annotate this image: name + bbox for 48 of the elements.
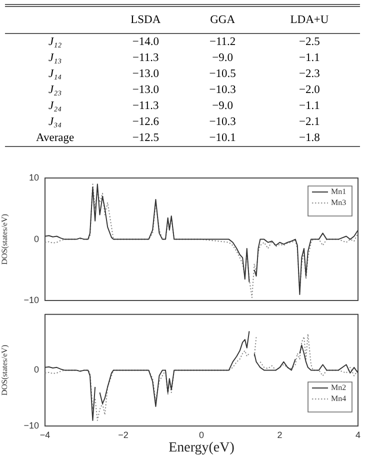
text: LDA+U [289, 13, 330, 28]
data-label: −1.1 [298, 99, 321, 114]
data-label: −12.6 [131, 115, 160, 130]
x-tick-label: 4 [355, 430, 361, 440]
legend-label: Mn1 [331, 187, 346, 196]
data-label: −2.5 [298, 35, 321, 50]
data-label: −2.3 [298, 67, 321, 82]
x-tick-label: 2 [277, 430, 282, 440]
data-label: −2.1 [298, 115, 321, 130]
data-label: −13.0 [131, 83, 160, 98]
data-label: −10.3 [208, 115, 237, 130]
category-label: J₁₄ [48, 67, 63, 82]
category-label: J₁₃ [48, 51, 63, 66]
data-label: −14.0 [131, 35, 160, 50]
data-label: −10.1 [208, 131, 237, 146]
data-label: −11.2 [208, 35, 237, 50]
category-label: J₁₂ [48, 35, 63, 50]
data-label: −1.1 [298, 51, 321, 66]
category-label: Average [35, 131, 76, 146]
category-label: J₂₃ [48, 83, 63, 98]
data-label: −11.3 [132, 99, 160, 114]
y-axis-title: DOS(states/eV) [0, 344, 9, 396]
data-label: −12.5 [131, 131, 160, 146]
text: GGA [209, 13, 236, 28]
legend-label: Mn2 [331, 383, 346, 392]
data-label: −10.3 [208, 83, 237, 98]
x-tick-label: −2 [118, 430, 128, 440]
data-label: −9.0 [211, 51, 234, 66]
y-axis-title: DOS(states/eV) [0, 214, 9, 265]
data-label: −9.0 [211, 99, 234, 114]
data-label: −2.0 [298, 83, 321, 98]
x-tick-label: −4 [40, 430, 50, 440]
legend-label: Mn3 [331, 198, 346, 208]
data-label: −13.0 [131, 67, 160, 82]
data-label: −11.3 [132, 51, 160, 66]
category-label: J₂₄ [48, 99, 63, 114]
text: LSDA [130, 13, 162, 28]
y-tick-label: −10 [24, 295, 39, 306]
data-label: −1.8 [298, 131, 321, 146]
legend-label: Mn4 [331, 394, 346, 404]
y-tick-label: 10 [28, 172, 39, 182]
data-label: −10.5 [208, 67, 237, 82]
y-tick-label: −10 [24, 420, 39, 430]
y-tick-label: 0 [34, 234, 39, 244]
category-label: J₃₄ [48, 115, 63, 130]
y-tick-label: 0 [34, 364, 39, 375]
x-axis-title: Energy(eV) [168, 440, 235, 456]
x-tick-label: 0 [198, 430, 204, 440]
